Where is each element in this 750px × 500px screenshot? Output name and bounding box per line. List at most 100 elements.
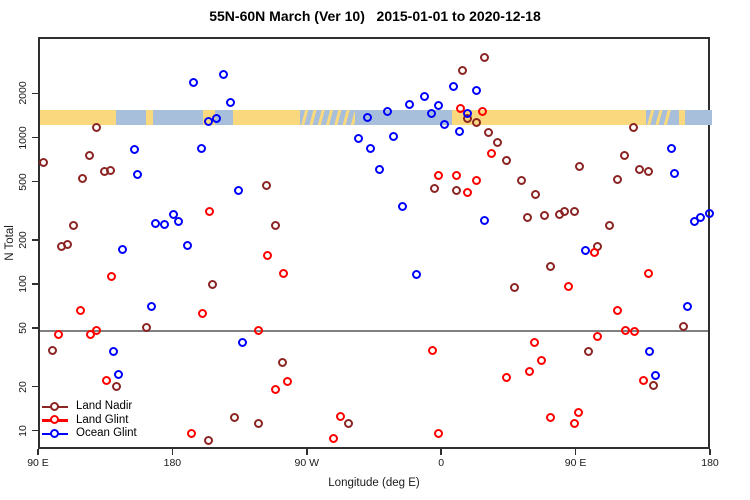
data-point-ocean-glint xyxy=(397,202,407,212)
data-point-ocean-glint xyxy=(644,347,654,357)
data-point-ocean-glint xyxy=(439,120,449,130)
data-point-land-glint xyxy=(187,428,197,438)
data-point-ocean-glint xyxy=(388,131,398,141)
data-point-land-nadir xyxy=(78,173,88,183)
ocean-glint-marker-icon xyxy=(42,428,68,439)
data-point-ocean-glint xyxy=(666,144,676,154)
x-tick-label: 90 E xyxy=(564,457,587,469)
map-band-segment-land xyxy=(452,110,647,125)
map-band-segment-land xyxy=(40,110,117,125)
data-point-land-nadir xyxy=(545,262,555,272)
map-band-segment-mixed xyxy=(646,110,672,125)
data-point-land-glint xyxy=(589,248,599,258)
data-point-land-glint xyxy=(573,408,583,418)
data-point-land-glint xyxy=(644,268,654,278)
x-axis-tick xyxy=(306,449,308,455)
data-point-ocean-glint xyxy=(146,301,156,311)
map-band-segment-land xyxy=(232,110,300,125)
data-point-land-glint xyxy=(592,331,602,341)
data-point-land-nadir xyxy=(575,161,585,171)
y-axis-tick xyxy=(32,92,38,95)
y-axis-tick xyxy=(32,429,38,432)
data-point-ocean-glint xyxy=(683,301,692,311)
data-point-ocean-glint xyxy=(196,143,206,153)
data-point-ocean-glint xyxy=(375,164,385,174)
y-tick-label: 200 xyxy=(17,231,29,249)
data-point-land-glint xyxy=(524,366,534,376)
data-point-land-nadir xyxy=(648,381,658,391)
data-point-land-glint xyxy=(486,149,496,159)
data-point-ocean-glint xyxy=(382,107,392,117)
data-point-land-nadir xyxy=(229,413,239,423)
legend-label: Land Nadir xyxy=(76,400,133,412)
data-point-land-glint xyxy=(329,434,339,444)
data-point-ocean-glint xyxy=(695,213,705,223)
map-band-segment-land xyxy=(679,110,686,125)
map-band-segment-ocean xyxy=(671,110,680,125)
data-point-land-nadir xyxy=(629,123,639,133)
data-point-land-glint xyxy=(569,418,579,428)
data-point-ocean-glint xyxy=(448,82,458,92)
y-axis-tick xyxy=(32,239,38,241)
y-axis-tick xyxy=(32,136,38,139)
y-tick-label: 1000 xyxy=(17,125,29,150)
y-axis-title: N Total xyxy=(4,225,16,261)
map-band-segment-ocean xyxy=(685,110,712,125)
data-point-land-glint xyxy=(282,377,292,387)
data-point-ocean-glint xyxy=(411,270,421,280)
y-tick-label: 20 xyxy=(17,380,29,393)
data-point-land-nadir xyxy=(429,183,439,193)
x-tick-label: 180 xyxy=(701,457,719,469)
data-point-ocean-glint xyxy=(479,216,489,226)
legend-item-land-nadir: Land Nadir xyxy=(42,400,137,414)
data-point-land-nadir xyxy=(208,280,218,290)
x-axis-title: Longitude (deg E) xyxy=(328,477,420,489)
map-band-segment-land xyxy=(146,110,154,125)
data-point-ocean-glint xyxy=(218,70,228,80)
x-axis-tick xyxy=(171,449,174,455)
x-axis-tick xyxy=(440,449,442,455)
data-point-ocean-glint xyxy=(420,92,430,102)
x-axis-tick xyxy=(37,449,39,455)
data-point-land-glint xyxy=(263,251,273,261)
x-axis-tick xyxy=(574,449,577,455)
data-point-ocean-glint xyxy=(159,220,169,230)
data-point-land-glint xyxy=(106,271,116,281)
legend: Land Nadir Land Glint Ocean Glint xyxy=(42,400,137,441)
data-point-land-glint xyxy=(205,206,215,216)
map-band-segment-mixed xyxy=(299,110,356,125)
data-point-ocean-glint xyxy=(129,144,139,154)
data-point-land-glint xyxy=(477,107,487,117)
y-axis-tick xyxy=(32,385,38,388)
data-point-land-nadir xyxy=(278,358,288,368)
data-point-land-glint xyxy=(612,306,622,316)
data-point-ocean-glint xyxy=(108,347,118,357)
data-point-ocean-glint xyxy=(650,371,660,381)
y-tick-label: 500 xyxy=(17,172,29,191)
data-point-ocean-glint xyxy=(463,109,473,119)
data-point-land-nadir xyxy=(559,206,569,216)
data-point-land-nadir xyxy=(63,240,73,250)
data-point-ocean-glint xyxy=(117,245,127,255)
data-point-land-nadir xyxy=(530,189,540,199)
data-point-land-nadir xyxy=(493,137,503,147)
data-point-ocean-glint xyxy=(471,86,481,96)
data-point-land-nadir xyxy=(569,206,579,216)
data-point-land-glint xyxy=(427,346,437,356)
data-point-land-glint xyxy=(629,327,639,337)
data-point-ocean-glint xyxy=(405,99,415,109)
data-point-land-nadir xyxy=(39,157,49,167)
y-tick-label: 100 xyxy=(17,275,29,293)
data-point-ocean-glint xyxy=(151,219,161,229)
data-point-land-nadir xyxy=(254,418,264,428)
data-point-land-nadir xyxy=(261,181,271,191)
data-point-land-nadir xyxy=(509,282,519,292)
data-point-land-nadir xyxy=(678,321,688,331)
data-point-land-nadir xyxy=(270,221,280,231)
data-point-land-glint xyxy=(621,325,631,335)
data-point-land-glint xyxy=(270,385,280,395)
data-point-ocean-glint xyxy=(454,127,464,137)
data-point-land-nadir xyxy=(451,185,461,195)
data-point-land-glint xyxy=(638,376,648,386)
plot-area xyxy=(38,37,714,449)
